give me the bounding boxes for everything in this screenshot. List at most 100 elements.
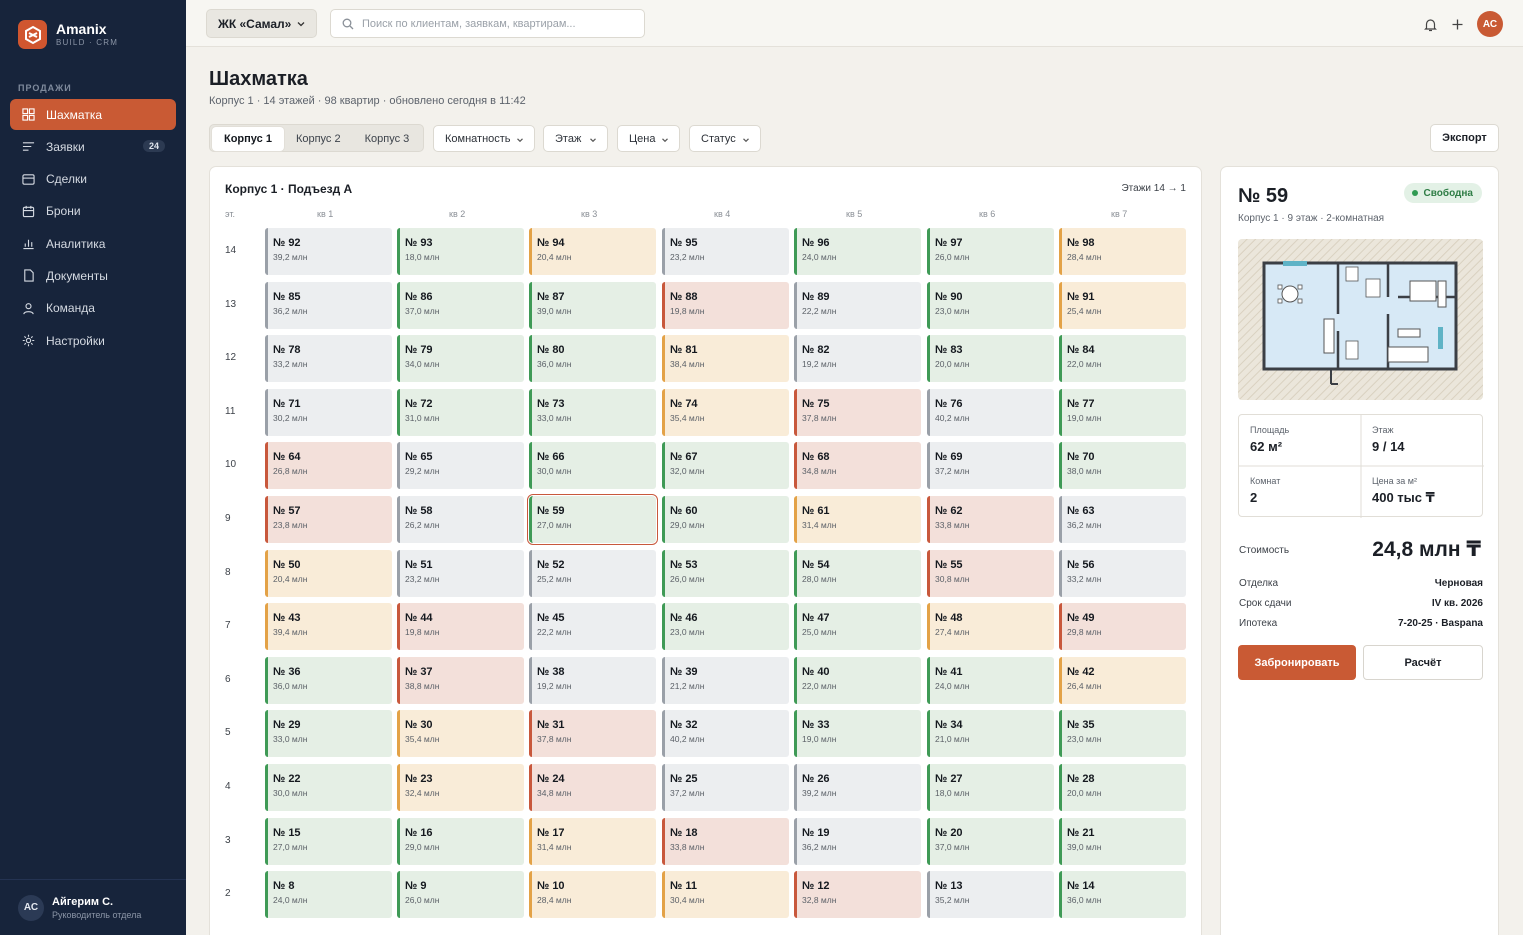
apartment-cell[interactable]: № 82 19,2 млн [794,335,921,383]
rooms-filter[interactable]: Комнатность [433,125,535,152]
apartment-cell[interactable]: № 63 36,2 млн [1059,496,1186,543]
apartment-cell[interactable]: № 92 39,2 млн [265,228,392,275]
status-filter[interactable]: Статус [689,125,761,152]
apartment-cell[interactable]: № 81 38,4 млн [662,335,789,383]
apartment-cell[interactable]: № 88 19,8 млн [662,281,789,329]
apartment-cell[interactable]: № 87 39,0 млн [529,281,656,329]
apartment-cell[interactable]: № 64 26,8 млн [265,442,392,490]
apartment-cell[interactable]: № 21 39,0 млн [1059,817,1186,865]
apartment-cell[interactable]: № 96 24,0 млн [794,228,921,275]
sidebar-item-broni[interactable]: Брони [10,196,176,227]
apartment-cell[interactable]: № 71 30,2 млн [265,388,392,436]
apartment-cell[interactable]: № 76 40,2 млн [927,388,1054,436]
apartment-cell[interactable]: № 32 40,2 млн [662,710,789,758]
apartment-cell[interactable]: № 8 24,0 млн [265,871,392,919]
project-select[interactable]: ЖК «Самал» [206,9,317,38]
apartment-cell[interactable]: № 86 37,0 млн [397,281,524,329]
apartment-cell[interactable]: № 46 23,0 млн [662,603,789,651]
apartment-cell[interactable]: № 69 37,2 млн [927,442,1054,490]
tab-building-3[interactable]: Корпус 3 [364,133,410,145]
apartment-cell[interactable]: № 70 38,0 млн [1059,442,1186,490]
tab-building-2[interactable]: Корпус 2 [295,133,341,145]
apartment-cell[interactable]: № 67 32,0 млн [662,442,789,490]
apartment-cell[interactable]: № 31 37,8 млн [529,710,656,758]
apartment-cell[interactable]: № 68 34,8 млн [794,442,921,490]
apartment-cell[interactable]: № 30 35,4 млн [397,710,524,758]
apartment-cell[interactable]: № 19 36,2 млн [794,817,921,865]
apartment-cell[interactable]: № 44 19,8 млн [397,603,524,651]
apartment-cell[interactable]: № 60 29,0 млн [662,496,789,543]
calculate-button[interactable]: Расчёт [1363,645,1483,680]
sidebar-item-shakhmatka[interactable]: Шахматка [10,99,176,130]
apartment-cell[interactable]: № 36 36,0 млн [265,656,392,704]
apartment-cell[interactable]: № 40 22,0 млн [794,656,921,704]
search-input[interactable]: Поиск по клиентам, заявкам, квартирам... [330,9,645,38]
apartment-cell[interactable]: № 24 34,8 млн [529,764,656,811]
apartment-cell[interactable]: № 47 25,0 млн [794,603,921,651]
apartment-cell[interactable]: № 72 31,0 млн [397,388,524,436]
apartment-cell[interactable]: № 53 26,0 млн [662,549,789,597]
apartment-cell[interactable]: № 37 38,8 млн [397,656,524,704]
apartment-cell[interactable]: № 94 20,4 млн [529,228,656,275]
apartment-cell[interactable]: № 29 33,0 млн [265,710,392,758]
sidebar-item-zayavki[interactable]: Заявки 24 [10,131,176,162]
apartment-cell[interactable]: № 52 25,2 млн [529,549,656,597]
apartment-cell[interactable]: № 50 20,4 млн [265,549,392,597]
apartment-cell[interactable]: № 17 31,4 млн [529,817,656,865]
tab-building-1[interactable]: Корпус 1 [212,127,284,151]
apartment-cell[interactable]: № 34 21,0 млн [927,710,1054,758]
apartment-cell[interactable]: № 95 23,2 млн [662,228,789,275]
apartment-cell[interactable]: № 84 22,0 млн [1059,335,1186,383]
apartment-cell[interactable]: № 65 29,2 млн [397,442,524,490]
sidebar-item-nastroyki[interactable]: Настройки [10,325,176,356]
apartment-cell[interactable]: № 59 27,0 млн [527,494,658,545]
apartment-cell[interactable]: № 74 35,4 млн [662,388,789,436]
sidebar-item-sdelki[interactable]: Сделки [10,164,176,195]
apartment-cell[interactable]: № 51 23,2 млн [397,549,524,597]
brand[interactable]: Amanix BUILD · CRM [18,20,118,49]
sidebar-item-komanda[interactable]: Команда [10,293,176,324]
apartment-cell[interactable]: № 25 37,2 млн [662,764,789,811]
export-button[interactable]: Экспорт [1430,124,1499,152]
apartment-cell[interactable]: № 83 20,0 млн [927,335,1054,383]
apartment-cell[interactable]: № 61 31,4 млн [794,496,921,543]
apartment-cell[interactable]: № 55 30,8 млн [927,549,1054,597]
apartment-cell[interactable]: № 85 36,2 млн [265,281,392,329]
apartment-cell[interactable]: № 73 33,0 млн [529,388,656,436]
apartment-cell[interactable]: № 91 25,4 млн [1059,281,1186,329]
apartment-cell[interactable]: № 15 27,0 млн [265,817,392,865]
apartment-cell[interactable]: № 45 22,2 млн [529,603,656,651]
apartment-cell[interactable]: № 23 32,4 млн [397,764,524,811]
apartment-cell[interactable]: № 13 35,2 млн [927,871,1054,919]
apartment-cell[interactable]: № 18 33,8 млн [662,817,789,865]
apartment-cell[interactable]: № 26 39,2 млн [794,764,921,811]
apartment-cell[interactable]: № 35 23,0 млн [1059,710,1186,758]
apartment-cell[interactable]: № 79 34,0 млн [397,335,524,383]
apartment-cell[interactable]: № 16 29,0 млн [397,817,524,865]
apartment-cell[interactable]: № 39 21,2 млн [662,656,789,704]
apartment-cell[interactable]: № 89 22,2 млн [794,281,921,329]
bell-icon[interactable] [1421,15,1439,33]
apartment-cell[interactable]: № 98 28,4 млн [1059,228,1186,275]
sidebar-item-dokumenty[interactable]: Документы [10,260,176,291]
floor-plan-image[interactable] [1238,239,1483,400]
apartment-cell[interactable]: № 80 36,0 млн [529,335,656,383]
apartment-cell[interactable]: № 93 18,0 млн [397,228,524,275]
price-filter[interactable]: Цена [617,125,680,152]
sidebar-item-analitika[interactable]: Аналитика [10,228,176,259]
avatar[interactable]: АС [1477,11,1503,37]
apartment-cell[interactable]: № 20 37,0 млн [927,817,1054,865]
apartment-cell[interactable]: № 56 33,2 млн [1059,549,1186,597]
apartment-cell[interactable]: № 9 26,0 млн [397,871,524,919]
apartment-cell[interactable]: № 78 33,2 млн [265,335,392,383]
apartment-cell[interactable]: № 12 32,8 млн [794,871,921,919]
apartment-cell[interactable]: № 27 18,0 млн [927,764,1054,811]
apartment-cell[interactable]: № 38 19,2 млн [529,656,656,704]
apartment-cell[interactable]: № 57 23,8 млн [265,496,392,543]
apartment-cell[interactable]: № 22 30,0 млн [265,764,392,811]
apartment-cell[interactable]: № 54 28,0 млн [794,549,921,597]
plus-icon[interactable] [1448,15,1466,33]
apartment-cell[interactable]: № 41 24,0 млн [927,656,1054,704]
apartment-cell[interactable]: № 49 29,8 млн [1059,603,1186,651]
apartment-cell[interactable]: № 75 37,8 млн [794,388,921,436]
